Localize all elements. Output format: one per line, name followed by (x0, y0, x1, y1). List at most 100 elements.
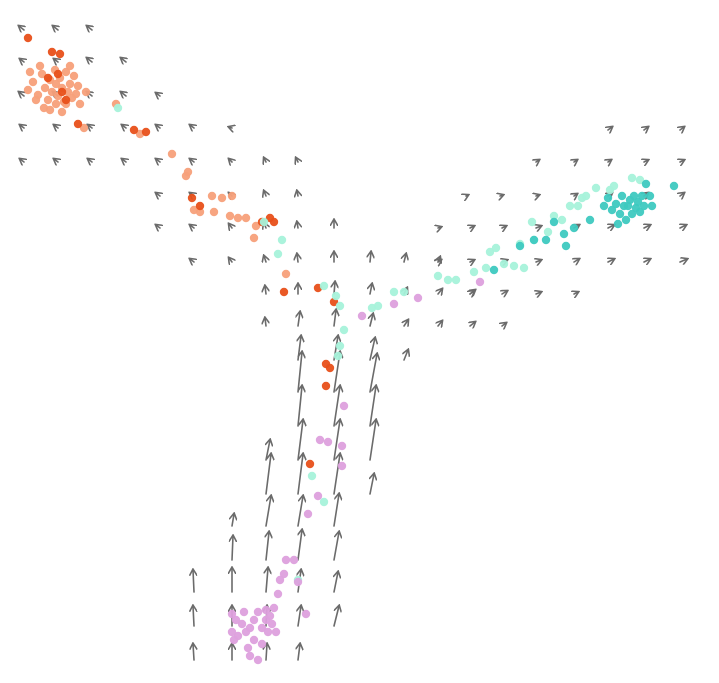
data-point (55, 49, 65, 59)
velocity-arrow (266, 568, 268, 593)
velocity-arrow (438, 227, 441, 228)
data-point (251, 221, 261, 231)
data-point (389, 299, 399, 309)
data-point (337, 441, 347, 451)
velocity-arrow (334, 282, 335, 295)
velocity-arrow (370, 252, 371, 263)
data-point (273, 249, 283, 259)
data-point (561, 241, 571, 251)
velocity-arrow (298, 336, 301, 361)
data-point (40, 83, 50, 93)
data-point (613, 219, 623, 229)
velocity-arrow (297, 530, 302, 561)
data-point (81, 87, 91, 97)
data-point (47, 47, 57, 57)
data-point (339, 401, 349, 411)
data-point (263, 627, 273, 637)
data-point (591, 183, 601, 193)
data-point (79, 123, 89, 133)
data-point (585, 215, 595, 225)
velocity-arrow (264, 256, 266, 262)
data-point (433, 271, 443, 281)
data-point (443, 275, 453, 285)
data-point (249, 635, 259, 645)
velocity-arrow (644, 160, 648, 162)
velocity-arrows (19, 26, 687, 661)
data-point (573, 201, 583, 211)
velocity-arrow (608, 225, 614, 228)
data-point (23, 85, 33, 95)
data-point (615, 209, 625, 219)
data-point (645, 191, 655, 201)
data-point (261, 605, 271, 615)
data-point (627, 209, 637, 219)
data-point (281, 555, 291, 565)
data-point (335, 341, 345, 351)
velocity-arrow (20, 125, 24, 128)
data-point (301, 609, 311, 619)
velocity-arrow (333, 386, 340, 427)
data-point (187, 193, 197, 203)
velocity-arrow (265, 286, 266, 295)
velocity-arrow (680, 193, 684, 196)
velocity-arrow (333, 494, 339, 527)
data-point (333, 351, 343, 361)
velocity-arrow (297, 454, 303, 495)
velocity-arrow (608, 160, 611, 162)
data-point (141, 127, 151, 137)
velocity-arrow (190, 159, 194, 162)
data-point (603, 193, 613, 203)
velocity-arrow (536, 292, 541, 294)
data-point (413, 293, 423, 303)
velocity-arrow (438, 321, 442, 326)
data-point (303, 509, 313, 519)
velocity-arrow (679, 259, 687, 262)
point-series (227, 277, 485, 665)
velocity-arrow (644, 259, 650, 262)
velocity-arrow (680, 160, 684, 162)
velocity-arrow (88, 125, 92, 128)
data-point (485, 247, 495, 257)
data-point (323, 437, 333, 447)
velocity-arrow (122, 125, 126, 128)
data-point (515, 241, 525, 251)
velocity-arrow (298, 644, 300, 661)
velocity-arrow (502, 226, 506, 228)
data-point (43, 95, 53, 105)
data-point (65, 79, 75, 89)
velocity-arrow (680, 225, 686, 228)
data-point (63, 87, 73, 97)
data-point (57, 107, 67, 117)
data-point (529, 235, 539, 245)
velocity-arrow (229, 127, 232, 128)
data-point (331, 291, 341, 301)
data-point (549, 217, 559, 227)
data-point (73, 81, 83, 91)
data-point (69, 71, 79, 81)
data-point (269, 217, 279, 227)
data-point (629, 191, 639, 201)
data-point (481, 263, 491, 273)
velocity-arrow (466, 195, 468, 196)
velocity-arrow (333, 532, 339, 561)
velocity-arrow (370, 474, 374, 495)
velocity-arrow (502, 323, 506, 326)
data-point (243, 643, 253, 653)
velocity-arrow (156, 125, 160, 128)
velocity-arrow (19, 26, 24, 30)
velocity-arrow (334, 310, 336, 327)
velocity-arrow (536, 195, 539, 196)
data-point (509, 261, 519, 271)
data-point (581, 191, 591, 201)
data-point (65, 61, 75, 71)
data-point (233, 213, 243, 223)
velocity-arrow (470, 322, 475, 326)
data-point (45, 105, 55, 115)
velocity-arrow (297, 222, 298, 229)
data-point (207, 191, 217, 201)
data-point (239, 607, 249, 617)
data-point (325, 363, 335, 373)
velocity-arrow (265, 454, 271, 495)
data-point (541, 235, 551, 245)
